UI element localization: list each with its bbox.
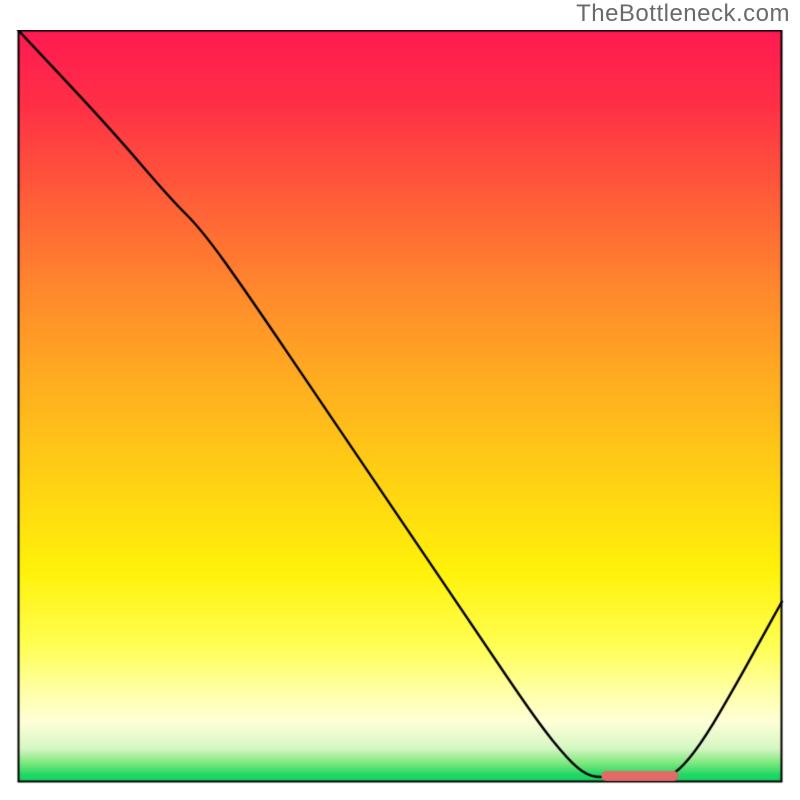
watermark-text: TheBottleneck.com xyxy=(576,0,790,28)
gradient-curve-chart xyxy=(0,30,800,786)
